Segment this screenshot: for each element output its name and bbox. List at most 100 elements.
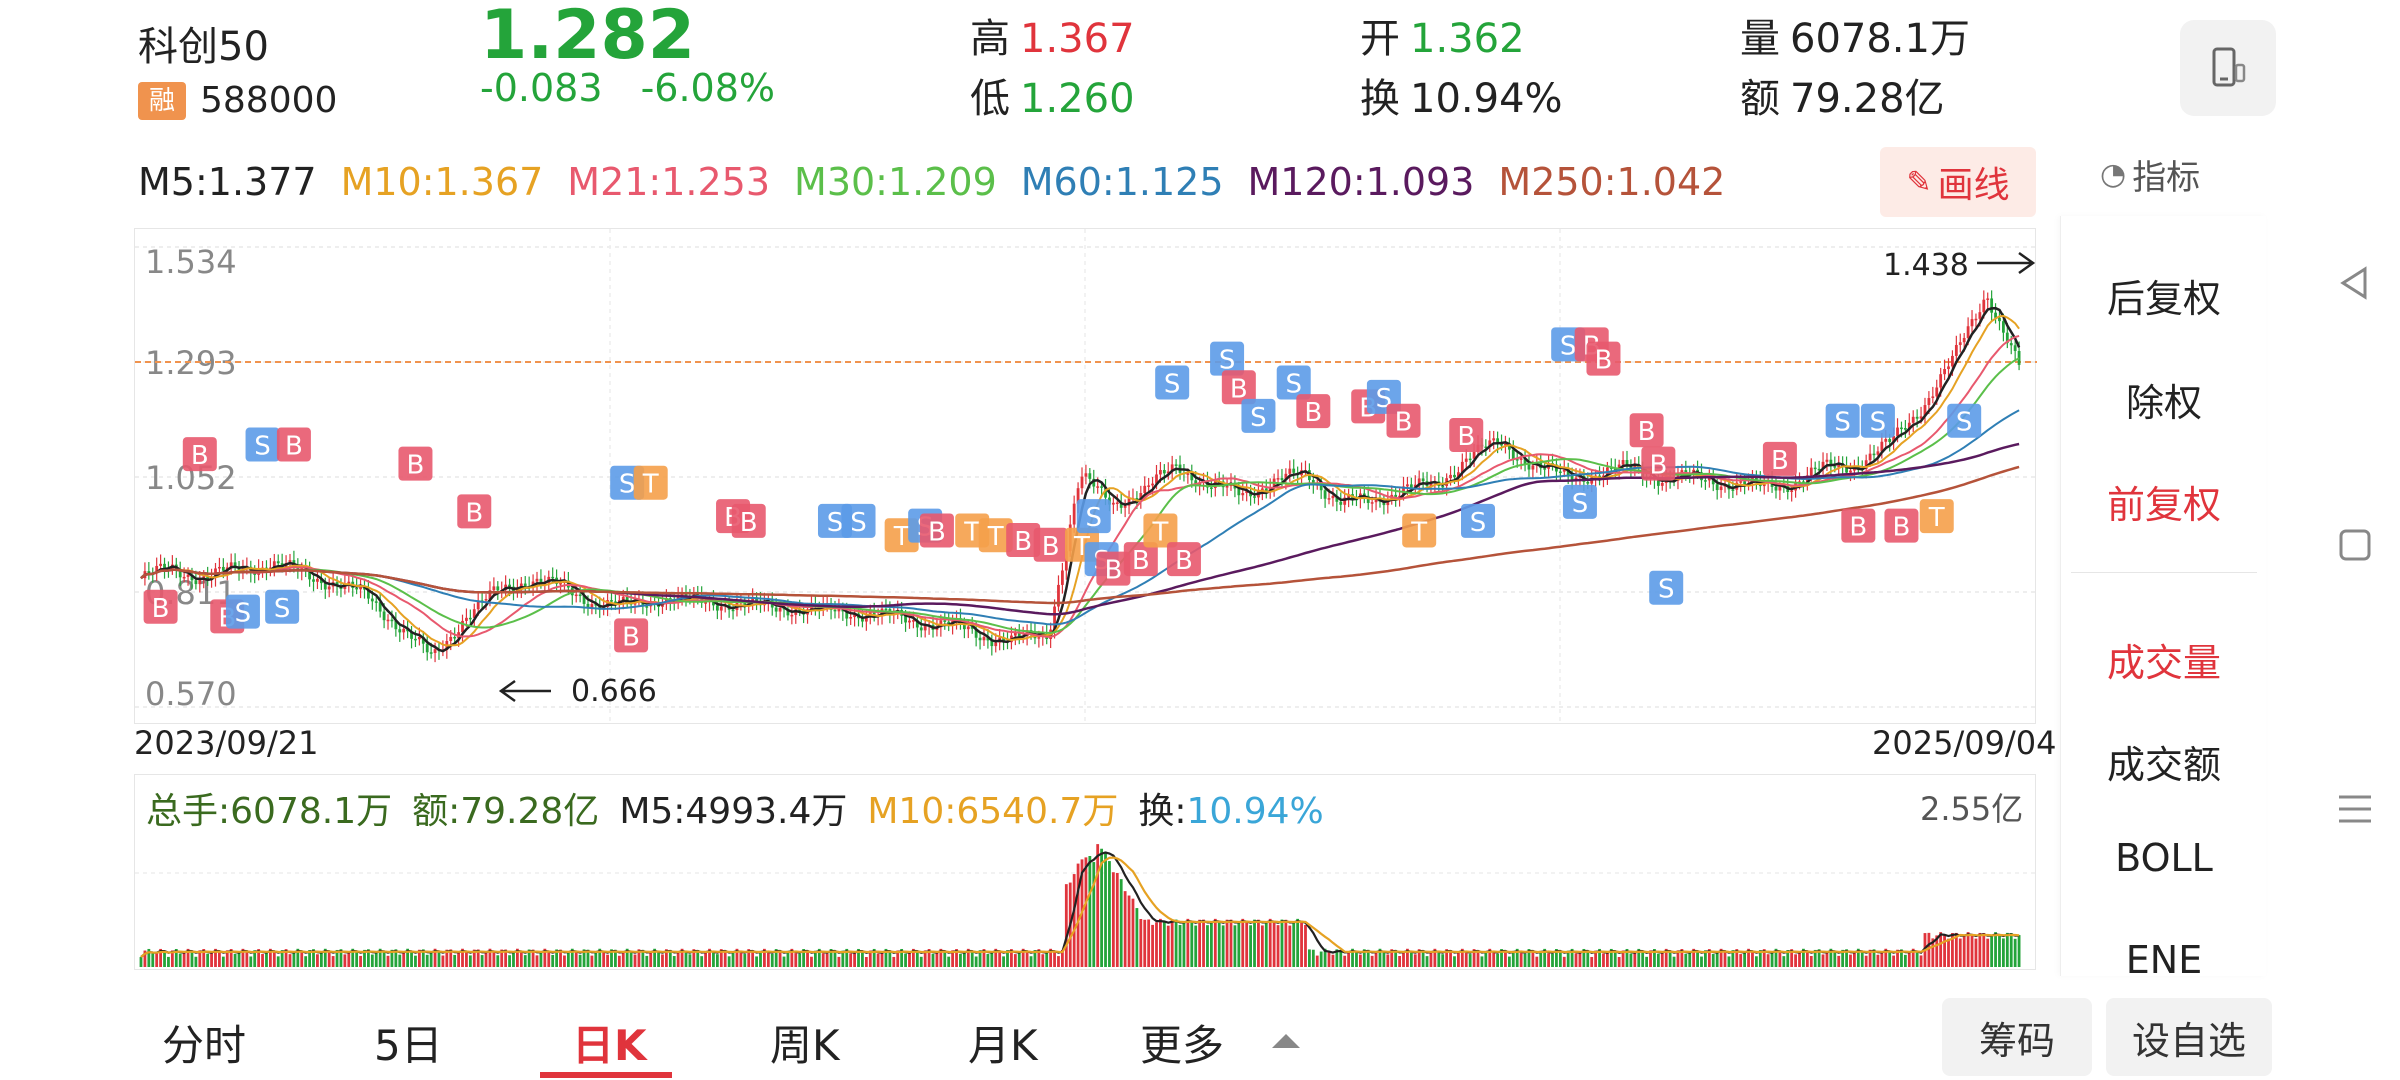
candle-body bbox=[715, 605, 719, 611]
tab-weekly-k[interactable]: 周K bbox=[770, 1021, 840, 1070]
start-date-label: 2023/09/21 bbox=[134, 724, 319, 762]
volume-bar bbox=[1798, 952, 1801, 967]
volume-bar bbox=[1558, 950, 1562, 967]
volume-bar bbox=[1762, 949, 1766, 967]
volume-bar bbox=[931, 953, 935, 967]
caret-up-icon[interactable] bbox=[1272, 1034, 1300, 1048]
volume-bar bbox=[1813, 949, 1817, 967]
side-item-amount[interactable]: 成交额 bbox=[2106, 743, 2221, 787]
volume-bar bbox=[1778, 951, 1782, 967]
trade-marker bbox=[182, 437, 217, 472]
draw-line-button[interactable]: ✎ 画线 bbox=[1880, 147, 2036, 217]
candle-body bbox=[323, 583, 327, 590]
volume-bar bbox=[864, 957, 868, 967]
candle-body bbox=[719, 606, 723, 611]
candle-body bbox=[1903, 428, 1907, 430]
volume-bar bbox=[723, 950, 727, 967]
volume-bar bbox=[523, 955, 527, 967]
volume-bar bbox=[1119, 879, 1123, 967]
volume-bar bbox=[1488, 948, 1492, 967]
side-item-ex-rights[interactable]: 除权 bbox=[2125, 381, 2202, 425]
tab-5day[interactable]: 5日 bbox=[374, 1021, 443, 1070]
indicator-button[interactable]: ◔ 指标 bbox=[2100, 150, 2200, 199]
trade-marker-label: B bbox=[152, 594, 170, 624]
volume-bar bbox=[1335, 949, 1339, 967]
volume-bar bbox=[1629, 953, 1633, 967]
volume-bar bbox=[331, 956, 335, 967]
menu-nav-button[interactable] bbox=[2330, 784, 2380, 834]
volume-bar bbox=[1621, 950, 1625, 967]
side-item-volume[interactable]: 成交量 bbox=[2106, 641, 2221, 685]
trade-marker bbox=[1860, 403, 1895, 438]
volume-bar bbox=[1445, 949, 1449, 967]
device-switch-icon bbox=[2212, 47, 2246, 87]
ma-legend-item: M5:1.377 bbox=[138, 160, 317, 204]
candle-body bbox=[1947, 366, 1950, 370]
volume-bar bbox=[551, 954, 555, 967]
candle-body bbox=[229, 562, 233, 568]
volume-bar bbox=[367, 949, 370, 967]
tab-daily-k[interactable]: 日K bbox=[572, 1021, 647, 1070]
volume-bar bbox=[1903, 954, 1907, 967]
volume-bar bbox=[1127, 895, 1131, 967]
candle-body bbox=[319, 578, 323, 584]
home-nav-button[interactable] bbox=[2330, 520, 2380, 570]
volume-bar bbox=[1284, 919, 1288, 967]
candle-body bbox=[1711, 478, 1715, 485]
candle-body bbox=[1398, 495, 1401, 498]
tab-intraday[interactable]: 分时 bbox=[162, 1021, 247, 1070]
candle-body bbox=[1343, 497, 1347, 505]
volume-bar bbox=[1221, 925, 1225, 967]
volume-bar bbox=[766, 952, 770, 967]
side-item-forward-adjust[interactable]: 前复权 bbox=[2106, 483, 2221, 527]
side-item-ene[interactable]: ENE bbox=[2125, 938, 2203, 976]
candle-body bbox=[1421, 478, 1425, 482]
volume-bar bbox=[433, 948, 437, 967]
tab-more[interactable]: 更多 bbox=[1140, 1021, 1225, 1070]
trade-marker-label: T bbox=[1410, 517, 1427, 547]
side-divider bbox=[2071, 572, 2257, 573]
candle-body bbox=[1488, 440, 1492, 448]
volume-bar bbox=[1590, 956, 1594, 967]
candle-body bbox=[1245, 490, 1249, 494]
gauge-icon: ◔ bbox=[2100, 157, 2127, 192]
tab-monthly-k[interactable]: 月K bbox=[968, 1021, 1038, 1070]
volume-bar bbox=[1507, 956, 1511, 967]
trade-marker bbox=[633, 465, 668, 500]
add-watchlist-button[interactable]: 设自选 bbox=[2106, 998, 2272, 1076]
trade-marker-label: B bbox=[191, 441, 209, 471]
trade-marker-label: S bbox=[1834, 408, 1851, 438]
candle-body bbox=[1562, 469, 1566, 472]
volume-bar bbox=[508, 955, 511, 967]
candle-body bbox=[1492, 438, 1496, 441]
volume-bar bbox=[1664, 948, 1668, 967]
trade-marker-label: S bbox=[235, 599, 252, 629]
device-switch-button[interactable] bbox=[2180, 20, 2276, 116]
volume-chart[interactable] bbox=[134, 774, 2037, 970]
candle-body bbox=[233, 562, 237, 567]
volume-bar bbox=[947, 956, 951, 967]
volume-bar bbox=[763, 948, 766, 967]
side-item-boll[interactable]: BOLL bbox=[2115, 836, 2213, 880]
volume-bar bbox=[1876, 954, 1880, 967]
candle-body bbox=[1974, 318, 1978, 321]
ma-line-30 bbox=[140, 357, 2020, 634]
candle-body bbox=[1919, 416, 1923, 419]
candle-body bbox=[1190, 473, 1194, 481]
volume-bar bbox=[421, 949, 425, 967]
volume-bar bbox=[1829, 948, 1833, 967]
candle-body bbox=[1880, 441, 1884, 452]
volume-bar bbox=[1198, 919, 1202, 967]
volume-bar bbox=[2017, 935, 2021, 967]
candle-body bbox=[1076, 488, 1080, 504]
volume-bar bbox=[1217, 921, 1221, 967]
back-nav-button[interactable] bbox=[2330, 258, 2380, 308]
chips-button[interactable]: 筹码 bbox=[1942, 998, 2092, 1076]
side-item-back-adjust[interactable]: 后复权 bbox=[2106, 277, 2221, 321]
volume-bar bbox=[1774, 948, 1778, 967]
kline-chart[interactable]: 1.5341.2931.0520.8110.570BBBSSSBBBSTBBBS… bbox=[134, 228, 2037, 725]
low-label: 低 bbox=[970, 76, 1010, 122]
volume-bar bbox=[1229, 919, 1233, 967]
candle-body bbox=[1237, 488, 1241, 496]
candle-body bbox=[186, 574, 190, 577]
